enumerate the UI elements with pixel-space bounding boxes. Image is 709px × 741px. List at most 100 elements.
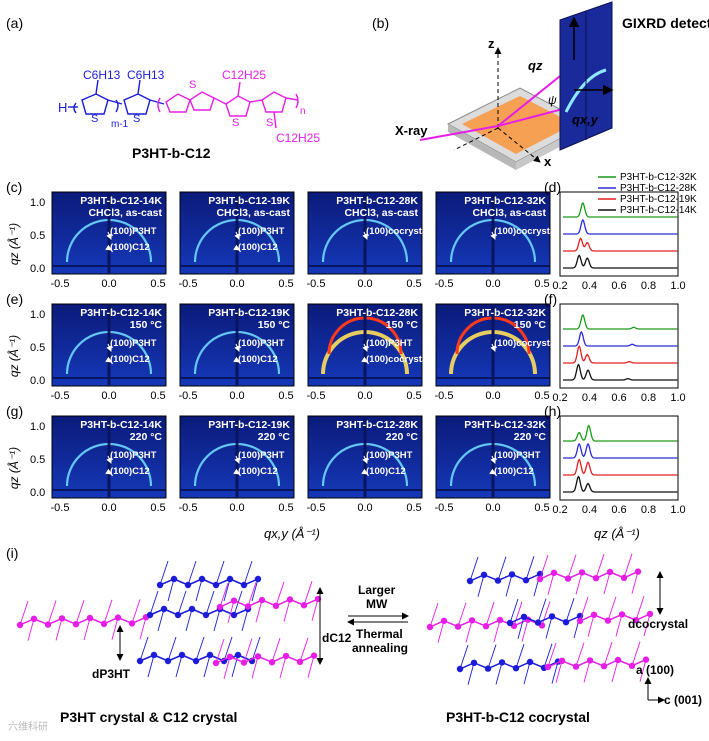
peak-arrow-2 xyxy=(361,356,368,363)
gixrd-xtick: 0.0 xyxy=(485,278,500,290)
gixrd-ytick: 0.0 xyxy=(30,263,45,275)
profile-xtick: 0.6 xyxy=(611,392,626,404)
d-p3ht-label: dP3HT xyxy=(92,667,131,681)
side-chain xyxy=(583,660,591,683)
left-title: P3HT crystal & C12 crystal xyxy=(60,709,237,725)
d-cocrystal-label: dcocrystal xyxy=(628,617,688,631)
side-chain xyxy=(575,572,583,595)
side-chain xyxy=(565,598,575,623)
peak-label-2: (100)C12 xyxy=(110,354,150,365)
peak-label-2: (100)C12 xyxy=(366,466,406,477)
side-chain xyxy=(631,571,639,594)
legend-label: P3HT-b-C12-32K xyxy=(620,172,697,183)
side-chain xyxy=(131,599,141,624)
chem-s-2: S xyxy=(133,113,140,125)
side-chain xyxy=(159,560,169,586)
gixrd-xtick: 0.0 xyxy=(229,390,244,402)
side-chain xyxy=(539,554,549,580)
gixrd-xtick: 0.5 xyxy=(534,278,549,290)
gixrd-xtick: 0.5 xyxy=(406,502,421,514)
peak-label-1: (100)cocrystal xyxy=(494,338,558,349)
peak-label-2: (100)C12 xyxy=(494,466,534,477)
axis-a-label: a (100) xyxy=(636,663,674,677)
substrate-side xyxy=(448,124,516,170)
right-title: P3HT-b-C12 cocrystal xyxy=(446,709,590,725)
side-chain xyxy=(241,608,249,632)
condition-label: 220 °C xyxy=(258,431,291,443)
gixrd-xtick: 0.5 xyxy=(150,278,165,290)
side-chain xyxy=(485,602,495,627)
peak-arrow-2 xyxy=(489,468,496,475)
side-chain xyxy=(311,598,319,622)
profile-xtick: 0.2 xyxy=(552,504,567,516)
xray-incident xyxy=(419,125,499,141)
condition-label: 220 °C xyxy=(514,431,547,443)
side-chain xyxy=(227,600,235,623)
profile-xtick: 0.6 xyxy=(611,280,626,292)
qxy-label: qx,y xyxy=(572,112,599,127)
condition-label: CHCl3, as-cast xyxy=(88,207,162,219)
gixrd-grid: (c)qz (Å⁻¹)0.00.51.0 P3HT-b-C12-14KCHCl3,… xyxy=(6,179,558,514)
side-chain xyxy=(279,655,287,679)
side-chain xyxy=(509,598,519,624)
side-chain xyxy=(19,600,29,626)
side-chain xyxy=(195,578,203,602)
gixrd-xtick: -0.5 xyxy=(307,502,326,514)
film xyxy=(462,96,574,154)
side-chain xyxy=(55,618,63,641)
side-chain xyxy=(429,602,439,628)
peak-arrow-1 xyxy=(490,231,496,240)
gixrd-xtick: 0.5 xyxy=(150,390,165,402)
peak-arrow-1 xyxy=(362,455,368,464)
side-chain xyxy=(465,620,473,643)
side-chain xyxy=(167,578,175,602)
side-chain xyxy=(567,554,577,579)
side-chain xyxy=(213,608,221,632)
peak-arrow-2 xyxy=(233,468,240,475)
side-chain xyxy=(223,656,231,679)
gixrd-ytick: 1.0 xyxy=(30,421,45,433)
side-chain xyxy=(587,614,595,637)
side-chain xyxy=(149,590,159,616)
profile-xtick: 0.4 xyxy=(582,392,597,404)
chem-name: P3HT-b-C12 xyxy=(132,145,211,161)
side-chain xyxy=(615,614,623,637)
profile-xlabel: qz (Å⁻¹) xyxy=(594,526,640,541)
peak-label-1: (100)P3HT xyxy=(238,226,285,237)
gixrd-xtick: -0.5 xyxy=(51,278,70,290)
side-chain xyxy=(521,619,529,642)
panel-label-g: (g) xyxy=(6,403,23,419)
peak-arrow-1 xyxy=(106,455,112,464)
peak-label-1: (100)P3HT xyxy=(110,338,157,349)
peak-label-1: (100)P3HT xyxy=(110,226,157,237)
side-chain xyxy=(243,560,253,586)
profile-xtick: 0.6 xyxy=(611,504,626,516)
gixrd-xtick: 0.5 xyxy=(278,390,293,402)
gixrd-xtick: -0.5 xyxy=(435,390,454,402)
side-chain xyxy=(139,617,147,640)
detector-ring xyxy=(564,68,607,113)
legend-label: P3HT-b-C12-14K xyxy=(620,205,697,216)
backbone xyxy=(215,654,315,664)
profiles: (d)0.2 0.4 0.6 0.8 1.0(f)0.2 0.4 0.6 0.8 1.0(h)0… xyxy=(544,179,686,516)
panel-label-h: (h) xyxy=(544,403,561,419)
side-chain xyxy=(537,598,547,623)
gixrd-xtick: 0.5 xyxy=(278,502,293,514)
sample-label: P3HT-b-C12-32K xyxy=(464,307,546,319)
sample-label: P3HT-b-C12-19K xyxy=(208,195,290,207)
gixrd-xtick: 0.0 xyxy=(229,278,244,290)
chemical-structure: H C6H13 C6H13 S S m-1 S S S n C12H25 C12… xyxy=(58,68,320,161)
side-chain xyxy=(307,655,315,678)
side-chain xyxy=(513,601,523,626)
backbone xyxy=(579,613,651,622)
panel-label-a: (a) xyxy=(6,15,23,31)
peak-label-2: (100)cocrystal xyxy=(366,354,430,365)
panel-label-f: (f) xyxy=(544,291,557,307)
side-chain xyxy=(195,636,205,662)
profile-legend: P3HT-b-C12-32KP3HT-b-C12-28KP3HT-b-C12-1… xyxy=(598,172,697,216)
condition-label: 150 °C xyxy=(386,319,419,331)
side-chain xyxy=(635,596,645,621)
